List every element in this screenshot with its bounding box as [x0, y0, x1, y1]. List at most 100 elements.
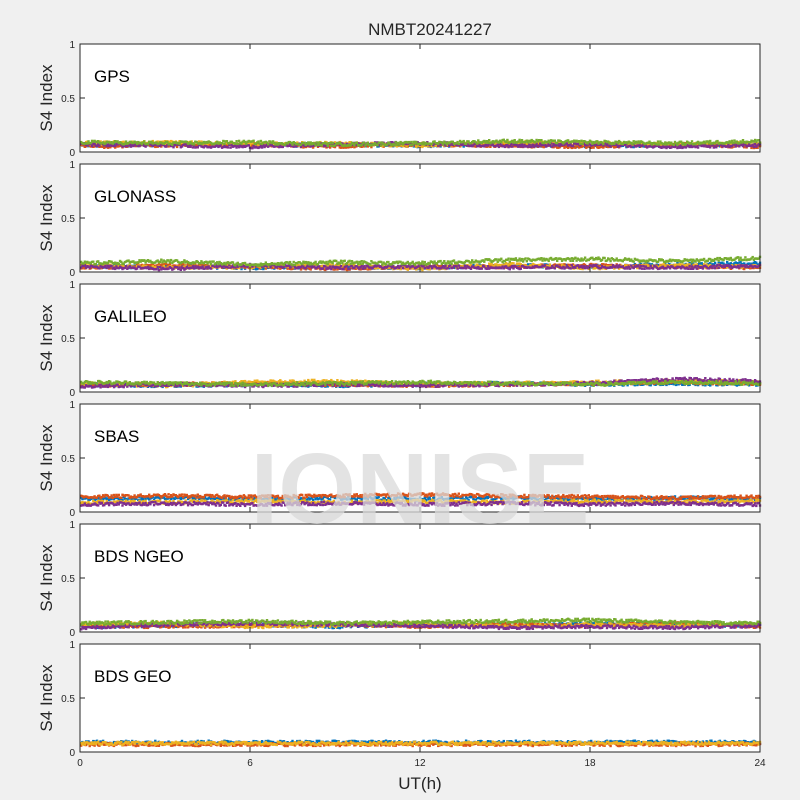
- data-point: [568, 264, 571, 267]
- data-point: [82, 144, 85, 147]
- data-point: [721, 142, 724, 145]
- data-point: [445, 143, 448, 146]
- data-point: [192, 267, 196, 270]
- data-point: [580, 139, 583, 142]
- data-point: [195, 143, 198, 147]
- data-point: [328, 146, 332, 149]
- data-point: [636, 144, 639, 147]
- data-point: [214, 142, 218, 145]
- data-point: [406, 268, 409, 271]
- data-point: [732, 141, 735, 145]
- data-point: [345, 142, 349, 146]
- data-point: [590, 262, 593, 266]
- data-point: [483, 145, 486, 148]
- data-point: [182, 263, 185, 266]
- data-point: [501, 141, 504, 144]
- data-point: [201, 145, 204, 148]
- data-point: [114, 146, 117, 149]
- data-point: [462, 266, 465, 270]
- data-point: [649, 264, 652, 268]
- data-point: [670, 141, 673, 144]
- data-point: [169, 139, 173, 143]
- data-point: [206, 141, 209, 144]
- data-point: [184, 144, 187, 147]
- data-point: [656, 140, 660, 143]
- data-point: [439, 143, 442, 146]
- data-point: [416, 141, 419, 144]
- data-point: [405, 140, 408, 144]
- data-point: [473, 142, 476, 145]
- data-point: [627, 143, 630, 147]
- data-point: [407, 267, 411, 270]
- data-point: [477, 139, 480, 142]
- data-point: [364, 266, 367, 270]
- data-point: [105, 266, 108, 270]
- data-point: [433, 144, 436, 147]
- data-point: [353, 144, 356, 147]
- data-point: [320, 142, 323, 145]
- data-point: [508, 144, 511, 148]
- data-point: [651, 267, 655, 270]
- data-point: [254, 142, 258, 145]
- data-point: [150, 140, 153, 143]
- data-point: [201, 263, 204, 267]
- data-point: [713, 261, 717, 264]
- data-point: [353, 263, 356, 267]
- figure-title: NMBT20241227: [368, 20, 492, 39]
- data-point: [542, 145, 545, 149]
- data-point: [474, 145, 477, 148]
- data-point: [112, 141, 116, 144]
- data-point: [252, 139, 255, 142]
- data-point: [498, 142, 502, 146]
- data-point: [473, 140, 476, 143]
- data-point: [424, 141, 428, 145]
- data-point: [738, 142, 741, 145]
- data-point: [253, 142, 256, 145]
- data-point: [705, 143, 708, 146]
- data-point: [347, 143, 350, 147]
- data-point: [321, 142, 324, 145]
- data-point: [160, 145, 163, 148]
- data-point: [234, 144, 237, 147]
- data-point: [330, 267, 333, 271]
- data-point: [518, 138, 521, 142]
- data-point: [253, 143, 256, 147]
- data-point: [457, 142, 460, 146]
- data-point: [400, 141, 403, 145]
- data-point: [237, 266, 241, 270]
- data-point: [751, 143, 754, 147]
- data-point: [592, 146, 595, 149]
- data-point: [616, 141, 620, 145]
- data-point: [502, 138, 505, 141]
- data-point: [299, 143, 303, 146]
- data-point: [552, 142, 555, 146]
- data-point: [288, 140, 292, 144]
- data-point: [399, 140, 402, 144]
- data-point: [704, 143, 707, 147]
- data-point: [698, 142, 701, 146]
- data-point: [150, 263, 153, 266]
- data-point: [258, 146, 261, 149]
- data-point: [457, 264, 460, 267]
- data-point: [407, 143, 411, 147]
- data-point: [338, 143, 341, 147]
- data-point: [379, 144, 383, 147]
- data-point: [551, 145, 554, 148]
- data-point: [313, 142, 316, 145]
- data-point: [498, 263, 502, 267]
- panel-label: GPS: [94, 67, 130, 86]
- data-point: [321, 267, 324, 270]
- data-point: [171, 143, 174, 146]
- data-point: [347, 146, 350, 149]
- data-point: [661, 145, 664, 148]
- data-point: [401, 143, 405, 146]
- data-point: [560, 143, 564, 147]
- data-point: [534, 144, 537, 147]
- data-point: [534, 143, 537, 146]
- data-point: [542, 141, 545, 145]
- data-point: [288, 267, 292, 270]
- data-point: [390, 144, 394, 147]
- data-point: [143, 264, 146, 267]
- data-point: [228, 266, 231, 269]
- data-point: [673, 140, 677, 144]
